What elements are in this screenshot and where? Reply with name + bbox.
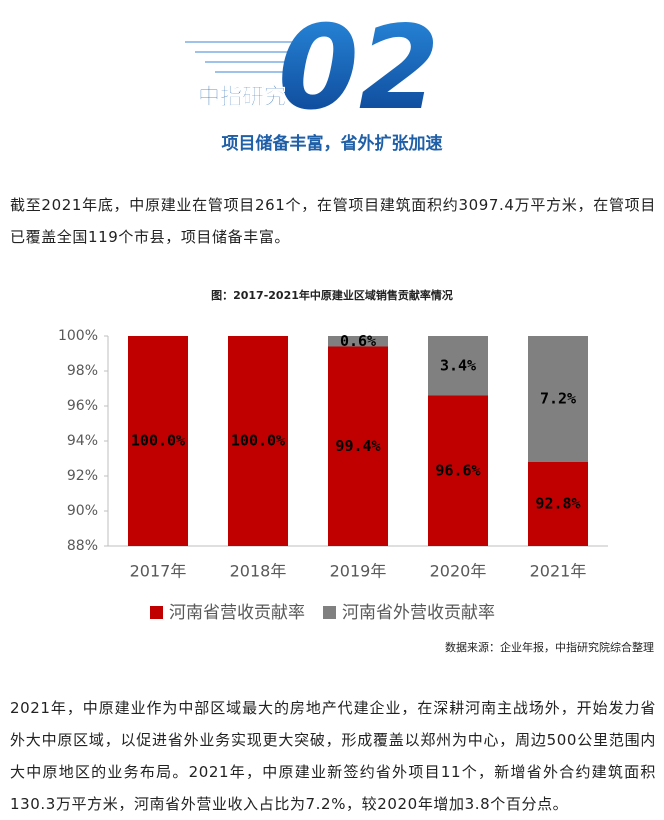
y-tick-label: 90% xyxy=(67,503,98,519)
y-tick-label: 96% xyxy=(67,398,98,414)
bar-segment xyxy=(428,336,488,396)
y-tick-label: 100% xyxy=(58,328,98,344)
y-tick-label: 88% xyxy=(67,538,98,554)
data-label: 92.8% xyxy=(535,495,580,513)
x-tick-label: 2020年 xyxy=(430,562,487,581)
bar-segment xyxy=(328,336,388,347)
x-tick-label: 2018年 xyxy=(230,562,287,581)
source: 数据来源：企业年报，中指研究院综合整理 xyxy=(445,640,654,654)
legend-swatch xyxy=(150,606,163,619)
decor-lines xyxy=(185,41,300,73)
y-tick-label: 98% xyxy=(67,363,98,379)
bar-segment xyxy=(528,462,588,546)
section-number: 02 xyxy=(278,1,439,136)
subtitle: 项目储备丰富，省外扩张加速 xyxy=(222,133,443,154)
paragraph: 2021年，中原建业作为中部区域最大的房地产代建企业，在深耕河南主战场外，开始发… xyxy=(10,699,656,813)
y-tick-label: 94% xyxy=(67,433,98,449)
data-label: 3.4% xyxy=(440,356,476,374)
paragraph: 截至2021年底，中原建业在管项目261个，在管项目建筑面积约3097.4万平方… xyxy=(10,196,656,246)
chart: 图：2017-2021年中原建业区域销售贡献率情况 数据来源：企业年报，中指研究… xyxy=(58,288,654,654)
data-label: 7.2% xyxy=(540,390,576,408)
data-label: 100.0% xyxy=(231,432,285,450)
chart-title: 图：2017-2021年中原建业区域销售贡献率情况 xyxy=(211,288,453,302)
data-label: 96.6% xyxy=(435,461,480,479)
legend-swatch xyxy=(323,606,336,619)
brand: 中指研究 xyxy=(198,84,286,110)
bar-segment xyxy=(328,346,388,546)
bar-segment xyxy=(128,336,188,546)
data-label: 100.0% xyxy=(131,432,185,450)
legend-label: 河南省外营收贡献率 xyxy=(342,603,495,623)
bar-segment xyxy=(528,336,588,462)
data-label: 99.4% xyxy=(335,437,380,455)
data-label: 0.6% xyxy=(340,332,376,350)
header: 02 中指研究 项目储备丰富，省外扩张加速 xyxy=(185,1,443,154)
x-tick-label: 2019年 xyxy=(330,562,387,581)
legend-label: 河南省营收贡献率 xyxy=(169,603,305,623)
bar-segment xyxy=(428,395,488,546)
y-tick-label: 92% xyxy=(67,468,98,484)
x-tick-label: 2021年 xyxy=(530,562,587,581)
bar-segment xyxy=(228,336,288,546)
x-tick-label: 2017年 xyxy=(130,562,187,581)
